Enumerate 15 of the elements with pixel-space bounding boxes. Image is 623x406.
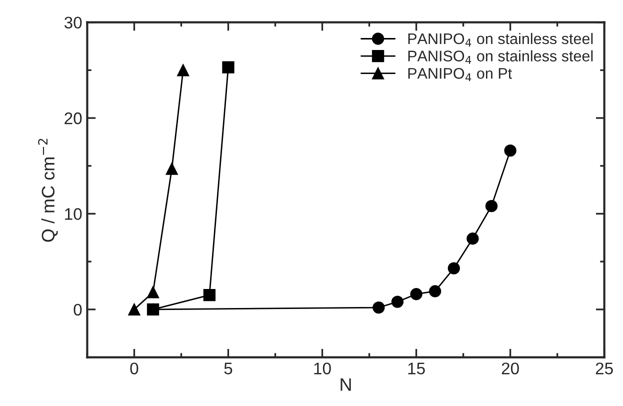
y-axis-title: Q / mC cm$^{−2}$	[38, 138, 58, 242]
x-tick-label: 15	[408, 362, 425, 374]
legend-label: PANIPO$_{4}$ on stainless steel	[408, 32, 593, 47]
legend-label: PANISO$_{4}$ on stainless steel	[408, 50, 593, 64]
x-axis-title: N	[340, 378, 351, 391]
x-tick-label: 10	[314, 362, 331, 374]
y-tick-label: 20	[64, 112, 82, 124]
x-tick-label: 25	[596, 362, 613, 374]
y-tick-label: 0	[74, 304, 82, 316]
x-tick-label: 0	[130, 362, 138, 374]
x-tick-label: 5	[224, 362, 232, 374]
legend-label: PANIPO$_{4}$ on Pt	[408, 68, 512, 82]
y-tick-label: 30	[64, 16, 82, 29]
y-tick-label: 10	[65, 208, 82, 220]
x-tick-label: 20	[502, 362, 519, 374]
